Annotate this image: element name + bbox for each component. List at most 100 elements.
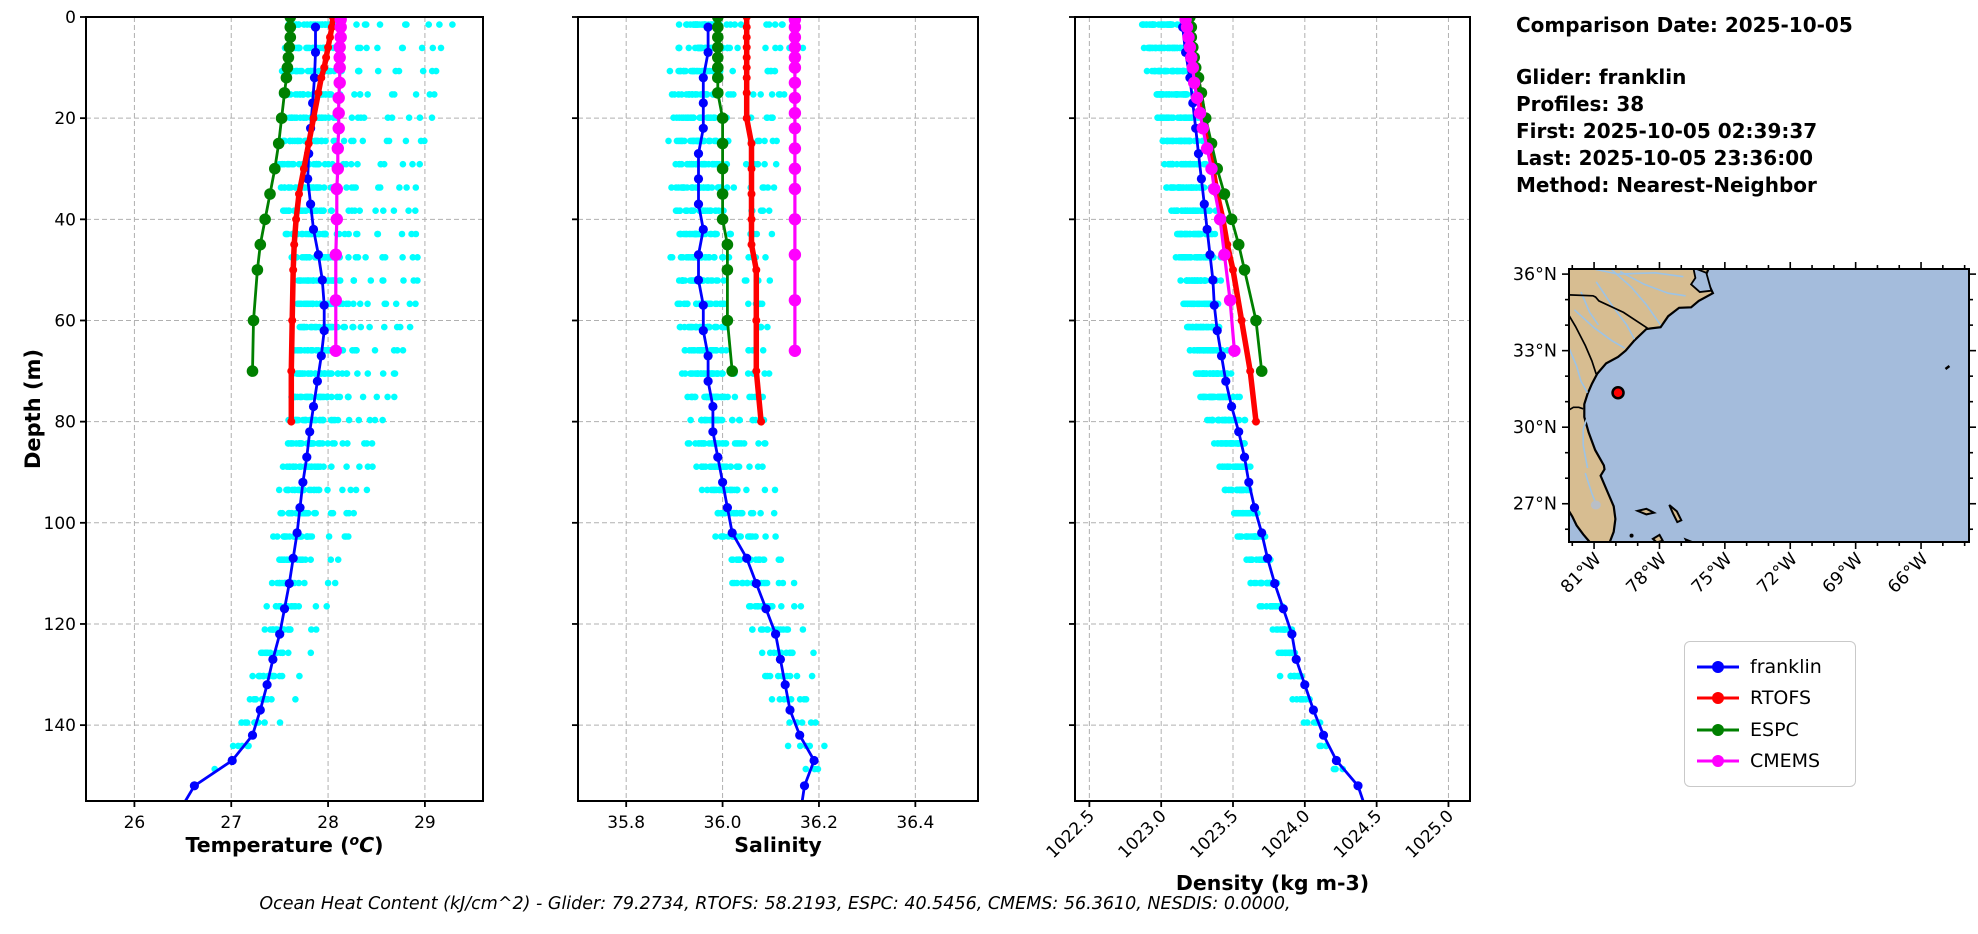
map-lon-label: 81°W <box>1557 549 1605 597</box>
river <box>1580 291 1600 326</box>
pamlico-sound <box>1689 269 1713 293</box>
x-axis-label: Salinity <box>734 833 821 857</box>
x-axis-label: Temperature (oC) <box>185 833 383 857</box>
temperature-panel: 26 27 28 29 0 20 40 60 80 100 120 140 Temperature (o… <box>21 8 484 857</box>
method: Method: Nearest-Neighbor <box>1516 173 1817 197</box>
location-map: 36°N 33°N 30°N 27°N 81°W 78°W 75°W 72°W 69°W 66°W <box>1513 262 1976 598</box>
profiles-count: Profiles: 38 <box>1516 92 1645 116</box>
bimini-island <box>1629 533 1634 538</box>
rtofs-series <box>742 17 766 426</box>
map-lat-label: 30°N <box>1513 418 1557 438</box>
legend-item-franklin: franklin <box>1695 656 1845 678</box>
svg-text:100: 100 <box>44 514 76 534</box>
franklin-line <box>183 27 326 801</box>
svg-text:0: 0 <box>65 8 76 28</box>
glider-scatter <box>211 21 456 773</box>
legend-label: CMEMS <box>1750 750 1821 773</box>
cmems-series <box>329 17 347 357</box>
cmems-series <box>788 17 802 357</box>
map-lat-label: 27°N <box>1513 495 1557 515</box>
depth-axis-label: Depth (m) <box>21 349 45 469</box>
espc-series <box>712 17 738 377</box>
svg-text:27: 27 <box>220 813 242 833</box>
legend-item-espc: ESPC <box>1695 719 1845 741</box>
river <box>1589 269 1684 278</box>
state-border <box>1569 406 1584 411</box>
legend: franklin RTOFS ESPC CMEMS <box>1684 641 1856 787</box>
svg-text:40: 40 <box>54 210 76 230</box>
map-lon-label: 78°W <box>1623 549 1671 597</box>
salinity-panel: 35.8 36.0 36.2 36.4 Salinity <box>572 16 979 857</box>
svg-text:20: 20 <box>54 109 76 129</box>
glider-scatter <box>665 21 828 773</box>
axis-ticks: 26 27 28 29 0 20 40 60 80 100 120 140 <box>44 8 436 833</box>
svg-text:1025.0: 1025.0 <box>1402 806 1458 862</box>
svg-text:1023.5: 1023.5 <box>1186 806 1242 862</box>
state-border <box>1569 293 1648 329</box>
svg-text:1022.5: 1022.5 <box>1043 806 1099 862</box>
svg-text:1024.5: 1024.5 <box>1330 806 1386 862</box>
svg-text:1024.0: 1024.0 <box>1258 806 1314 862</box>
river <box>1609 269 1662 326</box>
svg-text:35.8: 35.8 <box>607 813 645 833</box>
svg-text:36.4: 36.4 <box>896 813 934 833</box>
legend-label: franklin <box>1750 655 1822 678</box>
glider-scatter <box>1138 21 1346 773</box>
legend-label: RTOFS <box>1750 687 1812 710</box>
state-border <box>1569 313 1598 375</box>
rtofs-series <box>287 17 337 426</box>
map-lon-label: 75°W <box>1688 549 1736 597</box>
svg-text:36.2: 36.2 <box>800 813 838 833</box>
glider-location-marker <box>1611 385 1625 400</box>
axis-ticks: 1022.5 1023.0 1023.5 1024.0 1024.5 1025.0 <box>1043 16 1458 863</box>
rtofs-line-sample-icon <box>1697 692 1739 705</box>
gridlines <box>86 16 483 801</box>
svg-text:80: 80 <box>54 413 76 433</box>
map-lat-label: 33°N <box>1513 342 1557 362</box>
cmems-line-sample-icon <box>1697 755 1739 768</box>
first-profile-time: First: 2025-10-05 02:39:37 <box>1516 119 1818 143</box>
river <box>1573 309 1626 349</box>
land-us-southeast <box>1569 269 1715 542</box>
svg-text:36.0: 36.0 <box>704 813 742 833</box>
gridlines <box>578 16 978 801</box>
svg-text:60: 60 <box>54 311 76 331</box>
river <box>1595 281 1636 340</box>
legend-item-rtofs: RTOFS <box>1695 687 1845 709</box>
x-axis-label: Density (kg m-3) <box>1176 871 1369 895</box>
cmems-series <box>1179 17 1241 357</box>
comparison-date: Comparison Date: 2025-10-05 <box>1516 13 1853 37</box>
bahamas-island <box>1634 507 1657 516</box>
bahamas-island <box>1668 504 1683 524</box>
lake-okeechobee <box>1590 500 1601 510</box>
legend-item-cmems: CMEMS <box>1695 750 1845 772</box>
bermuda-island <box>1944 365 1951 370</box>
last-profile-time: Last: 2025-10-05 23:36:00 <box>1516 146 1814 170</box>
espc-series <box>246 17 297 377</box>
map-lon-label: 72°W <box>1753 549 1801 597</box>
glider-name: Glider: franklin <box>1516 65 1687 89</box>
river <box>1584 472 1596 501</box>
franklin-line-sample-icon <box>1697 660 1739 673</box>
map-ticks <box>1562 262 1976 549</box>
svg-text:26: 26 <box>124 813 146 833</box>
map-lon-label: 66°W <box>1884 549 1932 597</box>
svg-text:28: 28 <box>317 813 339 833</box>
info-block: Comparison Date: 2025-10-05 Glider: fran… <box>1516 12 1853 199</box>
density-panel: 1022.5 1023.0 1023.5 1024.0 1024.5 1025.0 Dens… <box>1043 16 1471 895</box>
ocean-heat-content-caption: Ocean Heat Content (kJ/cm^2) - Glider: 7… <box>259 894 1291 914</box>
gridlines <box>1075 16 1470 801</box>
svg-text:120: 120 <box>44 615 76 635</box>
map-lon-label: 69°W <box>1819 549 1867 597</box>
espc-line-sample-icon <box>1697 723 1739 736</box>
franklin-series <box>693 22 819 801</box>
legend-label: ESPC <box>1750 718 1799 741</box>
river <box>1619 270 1686 297</box>
svg-text:1023.0: 1023.0 <box>1115 806 1171 862</box>
info-spacer <box>1516 39 1853 64</box>
svg-text:29: 29 <box>414 813 436 833</box>
river <box>1569 347 1589 394</box>
svg-text:140: 140 <box>44 716 76 736</box>
